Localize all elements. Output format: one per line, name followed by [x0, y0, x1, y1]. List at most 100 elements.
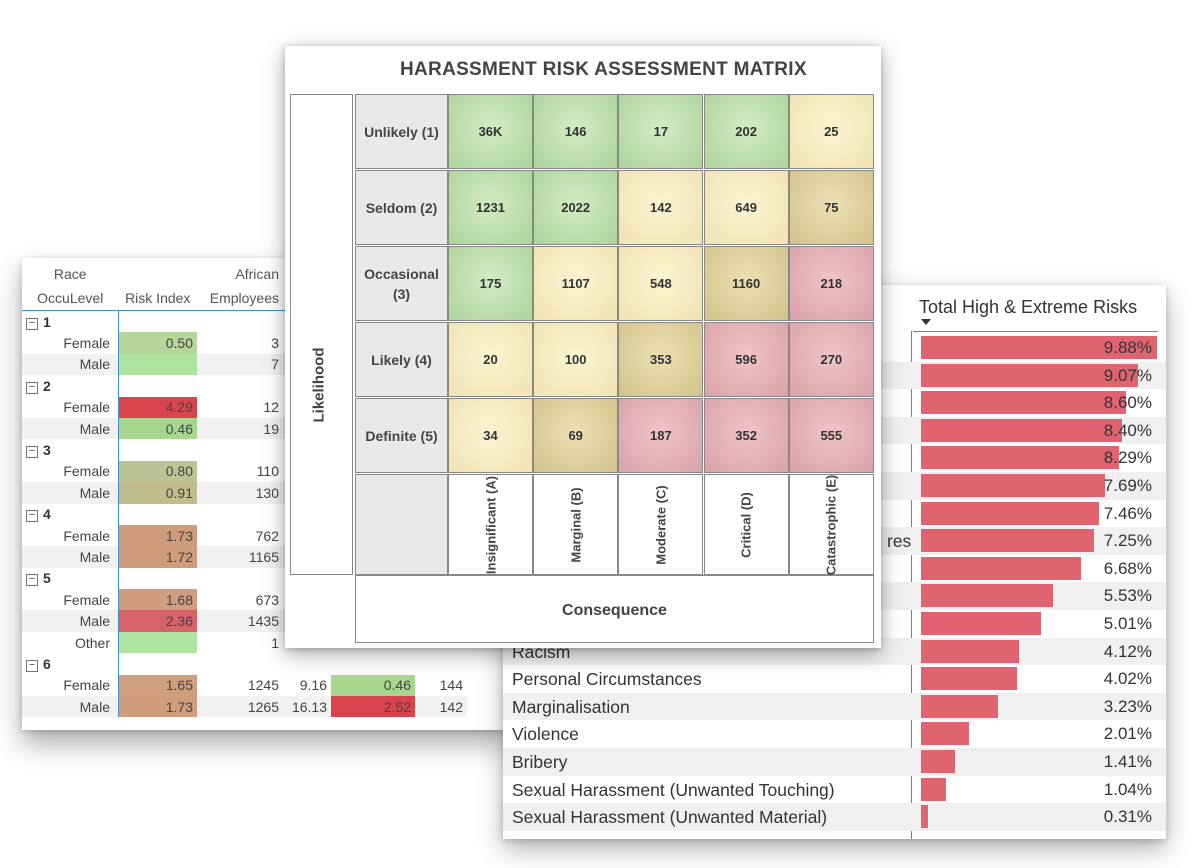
collapse-icon[interactable]: − — [26, 446, 38, 459]
matrix-cell[interactable]: 1160 — [703, 246, 789, 321]
matrix-cell[interactable]: 202 — [703, 94, 789, 169]
bar-column-header[interactable]: Total High & Extreme Risks — [919, 297, 1138, 317]
table-row[interactable]: Female 1.73 762 — [22, 524, 467, 547]
table-row[interactable]: Female 1.65 1245 9.16 0.46 144 — [22, 674, 467, 697]
bar-row[interactable]: 8.29% — [503, 444, 1166, 472]
risk-bar — [921, 722, 969, 746]
matrix-cell[interactable]: 218 — [788, 246, 874, 321]
occulevel-header[interactable]: OccuLevel — [22, 282, 119, 311]
employees-cell: 130 — [255, 484, 279, 501]
bar-row[interactable]: 5.01% — [503, 610, 1166, 638]
table-row[interactable]: Male 1.73 1265 16.13 2.52 142 — [22, 696, 467, 718]
matrix-cell[interactable]: 187 — [618, 398, 704, 473]
risk-percent-value: 5.01% — [1103, 613, 1152, 633]
group-label[interactable]: −1 — [22, 311, 119, 333]
table-row[interactable]: Female 4.29 12 — [22, 396, 467, 418]
matrix-cell[interactable]: 36K — [448, 94, 533, 169]
occulevel-cell: Female — [63, 399, 110, 416]
employees-header[interactable]: Employees — [197, 282, 283, 311]
group-label[interactable]: −6 — [22, 653, 119, 674]
risk-index-cell: 0.80 — [118, 460, 197, 483]
risk-index-cell: 2.36 — [118, 610, 197, 632]
matrix-cell[interactable]: 17 — [618, 94, 704, 169]
group-label[interactable]: −5 — [22, 568, 119, 589]
matrix-cell[interactable]: 1231 — [448, 170, 533, 245]
risk-bar — [921, 611, 1041, 635]
matrix-cell[interactable]: 596 — [703, 322, 789, 397]
count-cell: 142 — [439, 698, 463, 715]
matrix-cell[interactable]: 352 — [703, 398, 789, 473]
collapse-icon[interactable]: − — [26, 317, 38, 330]
risk-index-cell: 1.73 — [118, 524, 197, 547]
pct-cell: 16.13 — [291, 698, 327, 715]
table-row[interactable]: Other 1 — [22, 631, 467, 654]
african-header[interactable]: African — [235, 266, 279, 282]
matrix-cell[interactable]: 142 — [618, 170, 704, 245]
matrix-cell[interactable]: 353 — [618, 322, 704, 397]
group-label[interactable]: −2 — [22, 375, 119, 396]
risk-index-header[interactable]: Risk Index — [118, 282, 197, 311]
matrix-corner — [355, 474, 448, 575]
risk-bar — [921, 749, 955, 773]
collapse-icon[interactable]: − — [26, 381, 38, 394]
matrix-cell[interactable]: 548 — [618, 246, 704, 321]
risk-percent-value: 5.53% — [1103, 586, 1152, 606]
consequence-column-label: Critical (D) — [738, 491, 754, 558]
employees-cell: 1435 — [247, 613, 279, 630]
employees-cell: 3 — [271, 335, 279, 352]
matrix-cell[interactable]: 2022 — [533, 170, 619, 245]
occulevel-cell: Male — [79, 420, 110, 437]
risk-matrix-panel: HARASSMENT RISK ASSESSMENT MATRIX Likeli… — [285, 46, 881, 648]
risk-bar — [921, 418, 1122, 442]
risk-bar — [921, 694, 999, 718]
collapse-icon[interactable]: − — [26, 574, 38, 587]
occulevel-cell: Male — [79, 698, 110, 715]
employees-cell: 1165 — [248, 548, 279, 565]
likelihood-axis-box: Likelihood — [290, 94, 353, 575]
consequence-column-header: Critical (D) — [703, 474, 789, 575]
header-divider — [913, 331, 1158, 332]
race-header[interactable]: Race — [53, 266, 87, 282]
value-cell: 0.46 — [331, 674, 415, 697]
matrix-cell[interactable]: 25 — [788, 94, 874, 169]
risk-percent-value: 4.02% — [1103, 669, 1152, 689]
matrix-cell[interactable]: 649 — [703, 170, 789, 245]
risk-percent-value: 9.07% — [1103, 365, 1152, 385]
bar-row[interactable]: Marginalisation 3.23% — [503, 692, 1166, 721]
table-row[interactable]: Female 0.80 110 — [22, 460, 467, 483]
risk-index-cell: 0.50 — [118, 332, 197, 354]
matrix-cell[interactable]: 146 — [533, 94, 619, 169]
bar-row[interactable]: Violence 2.01% — [503, 720, 1166, 748]
risk-category-label: Bribery — [512, 751, 568, 772]
matrix-cell[interactable]: 69 — [533, 398, 619, 473]
bar-row[interactable]: 8.60% — [503, 389, 1166, 417]
occulevel-cell: Other — [74, 634, 110, 651]
bar-row[interactable]: 9.88% — [503, 334, 1166, 362]
consequence-label: Consequence — [562, 602, 667, 619]
group-label[interactable]: −3 — [22, 439, 119, 460]
risk-percent-value: 6.68% — [1103, 558, 1152, 578]
matrix-cell[interactable]: 20 — [448, 322, 533, 397]
risk-percent-value: 0.31% — [1103, 807, 1152, 827]
matrix-cell[interactable]: 1107 — [533, 246, 619, 321]
bar-row[interactable]: Bribery 1.41% — [503, 747, 1166, 776]
risk-percent-value: 7.69% — [1103, 475, 1152, 495]
bar-row[interactable]: 7.46% — [503, 500, 1166, 528]
matrix-cell[interactable]: 75 — [788, 170, 874, 245]
bar-row[interactable]: Sexual Harassment (Unwanted Material) 0.3… — [503, 803, 1166, 831]
matrix-cell[interactable]: 175 — [448, 246, 533, 321]
bar-row[interactable]: Sexual Harassment (Unwanted Touching) 1.0… — [503, 776, 1166, 804]
risk-bar — [921, 639, 1020, 663]
bar-row[interactable]: Personal Circumstances 4.02% — [503, 665, 1166, 693]
matrix-cell[interactable]: 100 — [533, 322, 619, 397]
group-label[interactable]: −4 — [22, 504, 119, 525]
matrix-cell[interactable]: 270 — [788, 322, 874, 397]
collapse-icon[interactable]: − — [26, 659, 38, 672]
matrix-cell[interactable]: 34 — [448, 398, 533, 473]
collapse-icon[interactable]: − — [26, 510, 38, 523]
table-row[interactable]: Female 1.68 673 — [22, 589, 467, 611]
sort-descending-icon[interactable] — [921, 319, 931, 325]
bar-row[interactable]: 6.68% — [503, 555, 1166, 583]
matrix-cell[interactable]: 555 — [788, 398, 874, 473]
table-row[interactable]: Female 0.50 3 — [22, 332, 467, 354]
